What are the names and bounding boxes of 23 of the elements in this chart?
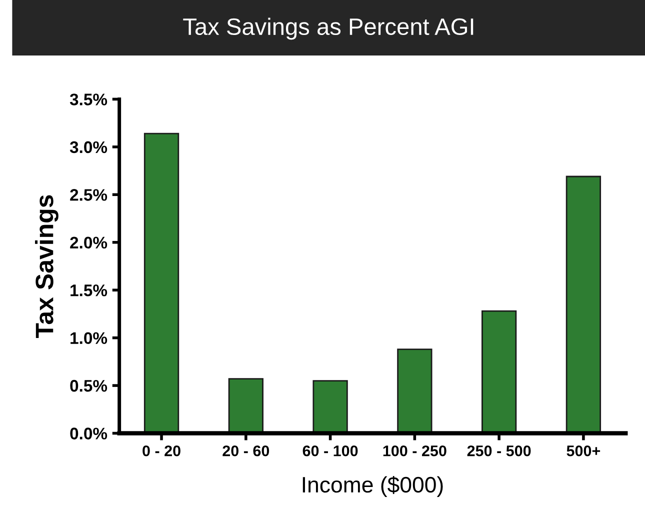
y-tick-label: 3.0% — [70, 141, 108, 154]
x-tick-label: 100 - 250 — [383, 445, 446, 456]
x-tick-label: 250 - 500 — [467, 445, 531, 456]
y-tick-label: 2.5% — [70, 189, 108, 201]
bar — [144, 132, 180, 434]
x-tick-label: 60 - 100 — [302, 445, 358, 456]
bar — [481, 310, 517, 434]
y-tick-label: 0.5% — [70, 380, 108, 392]
chart-title: Tax Savings as Percent AGI — [183, 18, 474, 40]
x-tick-label: 0 - 20 — [142, 445, 180, 456]
bar — [397, 348, 432, 434]
bar — [566, 176, 602, 434]
bar — [228, 378, 264, 434]
x-tick-label: 20 - 60 — [222, 445, 270, 456]
x-tick-label: 500+ — [566, 445, 600, 456]
y-tick-label: 0.0% — [70, 428, 108, 440]
y-tick-label: 3.5% — [70, 94, 108, 106]
y-tick-label: 1.5% — [70, 284, 108, 296]
y-tick-label: 1.0% — [70, 332, 108, 344]
x-axis-title: Income ($000) — [302, 476, 443, 498]
y-tick-label: 2.0% — [70, 236, 108, 249]
bar — [312, 380, 348, 434]
y-axis-title: Tax Savings — [35, 195, 58, 338]
